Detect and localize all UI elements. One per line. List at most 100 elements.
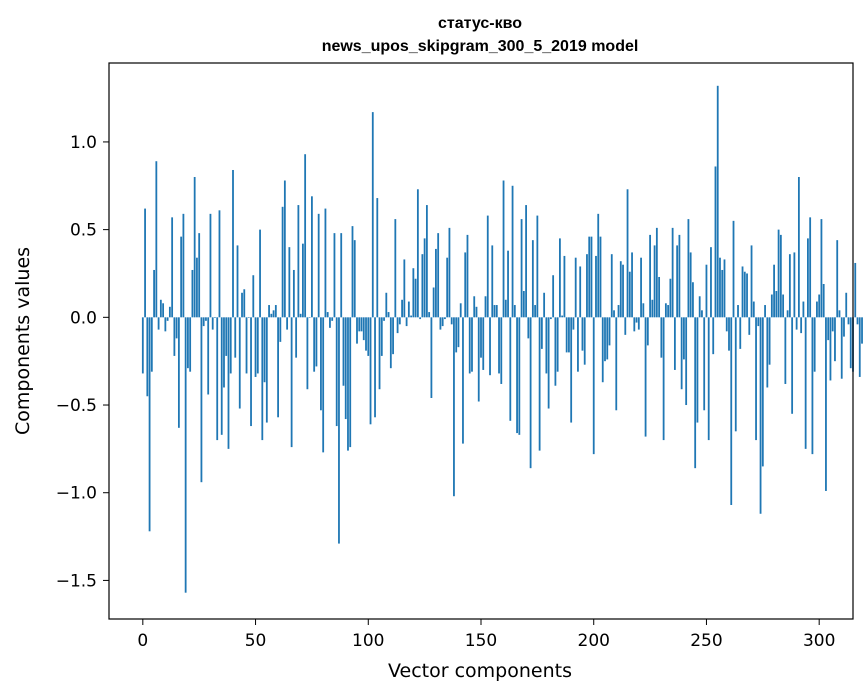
bar [205, 317, 207, 321]
bar [261, 317, 264, 441]
bar [588, 236, 591, 318]
bar [750, 245, 753, 318]
bar [854, 262, 857, 318]
bar [779, 234, 782, 318]
bar [457, 317, 460, 348]
bar [288, 247, 291, 318]
bar [462, 317, 464, 444]
bar [716, 85, 719, 318]
bar [295, 317, 298, 358]
bar [759, 317, 762, 514]
bar [689, 252, 692, 318]
bar [155, 161, 158, 318]
bar [644, 317, 647, 437]
x-tick-label: 100 [352, 631, 384, 651]
y-axis: −1.5 −1.0 −0.5 0.0 0.5 1.0 [56, 133, 109, 591]
bar [784, 317, 787, 384]
y-tick-label: 0.5 [70, 221, 97, 241]
bar [516, 317, 518, 434]
bar [646, 317, 649, 346]
bar [455, 317, 458, 353]
bar [292, 269, 295, 318]
bar [746, 273, 748, 318]
bar [856, 317, 859, 325]
bar [809, 217, 812, 318]
bar [667, 305, 670, 318]
x-axis-label: Vector components [388, 660, 572, 682]
bar [430, 317, 433, 398]
bar [389, 317, 392, 369]
bar [795, 317, 798, 330]
bar [838, 310, 841, 318]
bar [466, 234, 469, 318]
bar [435, 248, 437, 318]
bar [459, 303, 462, 318]
bar [734, 317, 737, 432]
bar [788, 254, 791, 318]
bar [525, 205, 527, 318]
bar [658, 276, 661, 318]
bar [813, 317, 816, 372]
bar [574, 257, 577, 318]
bar [719, 257, 721, 318]
bar [507, 250, 509, 318]
bar [412, 268, 415, 318]
bar [480, 317, 482, 358]
bar [549, 317, 552, 320]
bar [520, 219, 523, 318]
bar [592, 317, 595, 455]
bar [504, 299, 507, 318]
bar [184, 317, 187, 593]
bar [342, 317, 345, 386]
bar [193, 177, 196, 318]
bar [419, 317, 422, 320]
bar [385, 292, 388, 318]
bar [522, 291, 525, 318]
bar [270, 313, 273, 318]
bar [416, 189, 419, 318]
bar [486, 215, 489, 318]
bar [150, 317, 153, 372]
bar [707, 317, 710, 441]
bar [439, 317, 442, 330]
bar [164, 317, 167, 332]
bar [369, 317, 372, 425]
bar [254, 317, 257, 377]
bar [687, 219, 690, 318]
bar [723, 259, 726, 318]
bar [761, 317, 764, 467]
bar [728, 317, 730, 351]
bar [570, 317, 573, 423]
bar [651, 299, 654, 318]
bar [721, 269, 724, 318]
bar [495, 305, 498, 318]
bar [320, 317, 322, 411]
bar [229, 317, 232, 374]
bar [807, 238, 809, 318]
bar [732, 220, 735, 318]
bar [223, 317, 225, 388]
bar [324, 208, 327, 318]
bar [489, 317, 491, 376]
bar [703, 317, 706, 411]
bar [660, 317, 663, 358]
bar [491, 245, 494, 318]
bar [547, 317, 550, 409]
y-axis-label: Components values [12, 247, 34, 435]
bar [768, 317, 771, 365]
bar [669, 278, 672, 318]
bar [394, 219, 397, 318]
bar [649, 234, 651, 318]
bar [800, 317, 803, 334]
bar [432, 287, 435, 318]
bar [367, 317, 370, 356]
bar [640, 257, 642, 318]
bar [836, 240, 839, 318]
bar [764, 305, 766, 318]
bar [671, 227, 674, 318]
bar [444, 317, 446, 320]
bar [543, 292, 546, 318]
bar [464, 252, 467, 318]
bar [191, 269, 194, 318]
bar [741, 266, 744, 318]
